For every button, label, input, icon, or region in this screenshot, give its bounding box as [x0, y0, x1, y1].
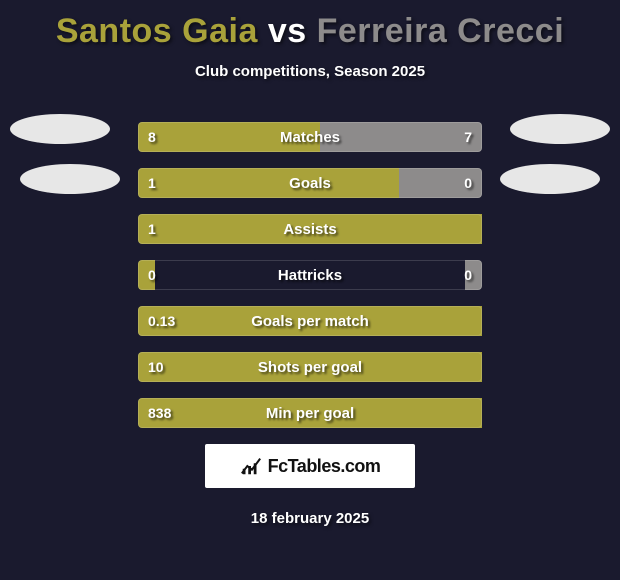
- source-badge-text: FcTables.com: [268, 456, 381, 477]
- stat-row: 00Hattricks: [138, 260, 482, 290]
- player2-name: Ferreira Crecci: [317, 12, 565, 50]
- stat-bar-left: [138, 214, 482, 244]
- stat-bar-left: [138, 168, 399, 198]
- stat-bar-left: [138, 352, 482, 382]
- stat-row: 838Min per goal: [138, 398, 482, 428]
- stat-row: 10Goals: [138, 168, 482, 198]
- content-area: 87Matches 10Goals 1Assists 00Hattricks 0.13G…: [0, 122, 620, 527]
- vs-separator: vs: [268, 12, 307, 50]
- stat-row: 87Matches: [138, 122, 482, 152]
- stat-row: 1Assists: [138, 214, 482, 244]
- comparison-card: Santos Gaia vs Ferreira Crecci Club comp…: [0, 0, 620, 580]
- stat-bar-left: [138, 260, 155, 290]
- avatar-placeholder-right-2: [500, 164, 600, 194]
- stat-bar-outline: [138, 260, 482, 290]
- source-badge: FcTables.com: [205, 444, 415, 488]
- stat-row: 10Shots per goal: [138, 352, 482, 382]
- page-title: Santos Gaia vs Ferreira Crecci: [0, 0, 620, 51]
- stat-bar-left: [138, 398, 482, 428]
- avatar-placeholder-left-2: [20, 164, 120, 194]
- chart-icon: [240, 455, 262, 477]
- avatar-placeholder-right-1: [510, 114, 610, 144]
- stat-bar-left: [138, 122, 320, 152]
- stat-bar-left: [138, 306, 482, 336]
- stat-bars: 87Matches 10Goals 1Assists 00Hattricks 0.13G…: [138, 122, 482, 428]
- stat-bar-right: [399, 168, 482, 198]
- subtitle: Club competitions, Season 2025: [0, 63, 620, 80]
- avatar-placeholder-left-1: [10, 114, 110, 144]
- stat-bar-right: [465, 260, 482, 290]
- stat-bar-right: [320, 122, 482, 152]
- stat-row: 0.13Goals per match: [138, 306, 482, 336]
- date-text: 18 february 2025: [0, 510, 620, 527]
- player1-name: Santos Gaia: [56, 12, 258, 50]
- stat-label: Hattricks: [138, 260, 482, 290]
